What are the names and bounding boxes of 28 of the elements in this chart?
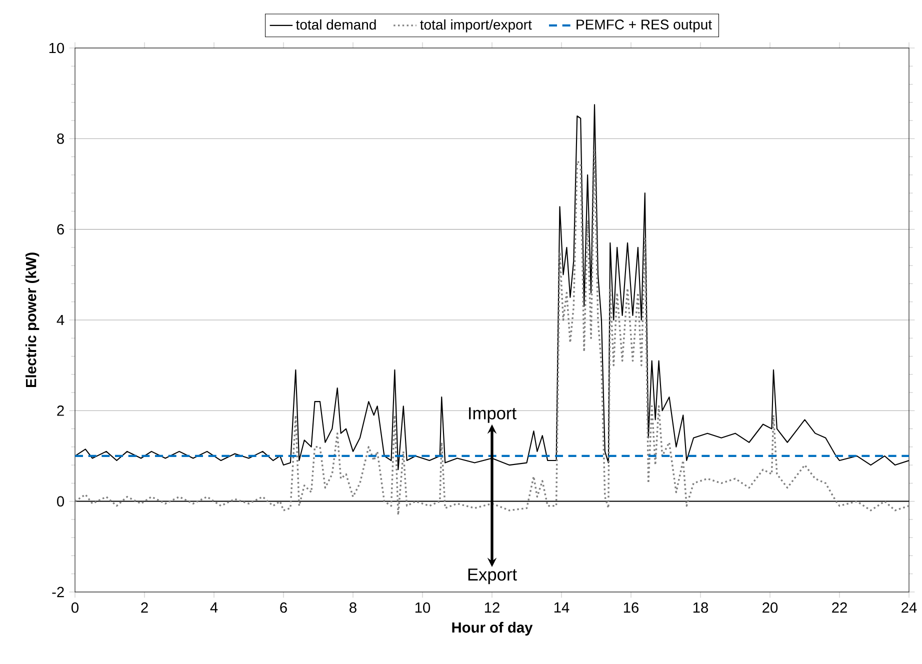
x-tick-label: 10 <box>415 602 430 613</box>
legend-label: PEMFC + RES output <box>576 20 712 32</box>
x-tick-label: 0 <box>71 602 78 613</box>
y-tick-label: 8 <box>57 133 64 144</box>
y-tick-label: 4 <box>56 314 64 326</box>
y-tick-label: 10 <box>49 42 64 54</box>
x-tick-label: 6 <box>280 602 287 613</box>
legend-label: total import/export <box>420 19 532 32</box>
x-tick-label: 20 <box>762 602 778 613</box>
x-tick-label: 12 <box>484 602 500 613</box>
annotation: Import <box>469 407 516 423</box>
x-tick-label: 14 <box>554 602 570 612</box>
legend-label: total demand <box>296 19 376 30</box>
y-tick-label: 6 <box>57 224 64 235</box>
y-tick-label: 0 <box>57 496 64 507</box>
x-axis-title: Hour of day <box>452 622 533 636</box>
y-axis-title: Electric power (kW) <box>25 252 40 388</box>
annotation: Export <box>468 568 517 584</box>
line-series <box>75 149 909 516</box>
x-tick-label: 22 <box>832 602 847 613</box>
x-tick-label: 16 <box>624 602 639 613</box>
x-tick-label: 18 <box>693 602 708 613</box>
x-tick-label: 2 <box>141 602 148 613</box>
x-tick-label: 24 <box>902 602 917 613</box>
x-tick-label: 4 <box>210 602 218 612</box>
x-tick-label: 8 <box>350 602 356 613</box>
y-tick-label: 2 <box>57 406 64 416</box>
y-tick-label: -2 <box>52 586 64 598</box>
